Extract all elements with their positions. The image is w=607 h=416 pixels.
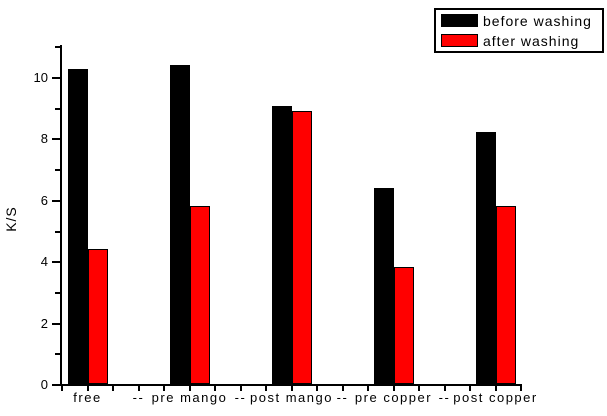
x-tick (520, 386, 522, 391)
legend-label-after-washing: after washing (483, 32, 580, 49)
x-separator-label: -- (336, 390, 349, 405)
x-category-label-post-copper: post copper (453, 390, 538, 405)
x-tick (265, 386, 267, 391)
y-tick-label-2: 2 (40, 315, 48, 331)
y-minor-tick-1 (55, 353, 60, 356)
x-tick (112, 386, 114, 391)
y-minor-tick-9 (55, 107, 60, 110)
y-major-tick-0 (52, 384, 60, 386)
x-tick (137, 386, 140, 391)
legend-item-after-washing: after washing (441, 31, 602, 50)
legend-item-before-washing: before washing (441, 11, 602, 30)
y-tick-label-8: 8 (40, 131, 48, 147)
y-minor-tick-7 (55, 169, 60, 172)
x-tick (341, 386, 344, 391)
y-minor-tick-3 (55, 291, 60, 294)
x-tick (443, 386, 446, 391)
x-tick (392, 386, 395, 391)
bar-before-washing-pre-mango (169, 65, 190, 384)
x-tick (61, 386, 63, 391)
y-tick-label-4: 4 (40, 254, 48, 270)
bar-after-washing-pre-mango (189, 206, 210, 384)
x-category-label-pre-copper: pre copper (354, 390, 433, 405)
x-category-label-free: free (73, 390, 102, 405)
x-category-label-post-mango: post mango (250, 390, 333, 405)
bar-after-washing-free (87, 249, 108, 384)
x-tick (367, 386, 369, 391)
x-tick (316, 386, 318, 391)
bar-after-washing-post-mango (291, 111, 312, 384)
bar-after-washing-post-copper (495, 206, 516, 384)
x-axis-line (60, 384, 522, 386)
legend-swatch-after-washing (441, 34, 478, 47)
x-category-label-pre-mango: pre mango (151, 390, 228, 405)
y-axis-line (60, 45, 62, 386)
y-tick-label-6: 6 (40, 192, 48, 208)
x-tick (188, 386, 191, 391)
bar-before-washing-free (67, 69, 88, 384)
x-separator-label: -- (132, 390, 145, 405)
x-separator-label: -- (234, 390, 247, 405)
x-tick (86, 386, 89, 391)
y-major-tick-6 (52, 199, 60, 202)
y-tick-label-0: 0 (40, 377, 48, 392)
y-major-tick-2 (52, 322, 60, 325)
x-tick (163, 386, 165, 391)
x-tick (290, 386, 293, 391)
y-major-tick-10 (52, 77, 60, 79)
x-tick (418, 386, 420, 391)
x-tick (469, 386, 471, 391)
bar-before-washing-post-copper (475, 132, 496, 384)
x-tick (239, 386, 242, 391)
x-tick (494, 386, 497, 391)
y-tick-label-10: 10 (33, 70, 48, 85)
bar-after-washing-pre-copper (393, 267, 414, 384)
y-minor-tick-5 (55, 230, 60, 233)
y-minor-tick-11 (55, 46, 60, 49)
bar-before-washing-post-mango (271, 106, 292, 384)
bar-before-washing-pre-copper (373, 188, 394, 384)
x-tick (214, 386, 216, 391)
legend: before washing after washing (434, 8, 604, 53)
legend-swatch-before-washing (441, 14, 478, 27)
x-separator-label: -- (438, 390, 451, 405)
legend-label-before-washing: before washing (483, 12, 592, 29)
y-major-tick-8 (52, 138, 60, 141)
y-major-tick-4 (52, 261, 60, 264)
